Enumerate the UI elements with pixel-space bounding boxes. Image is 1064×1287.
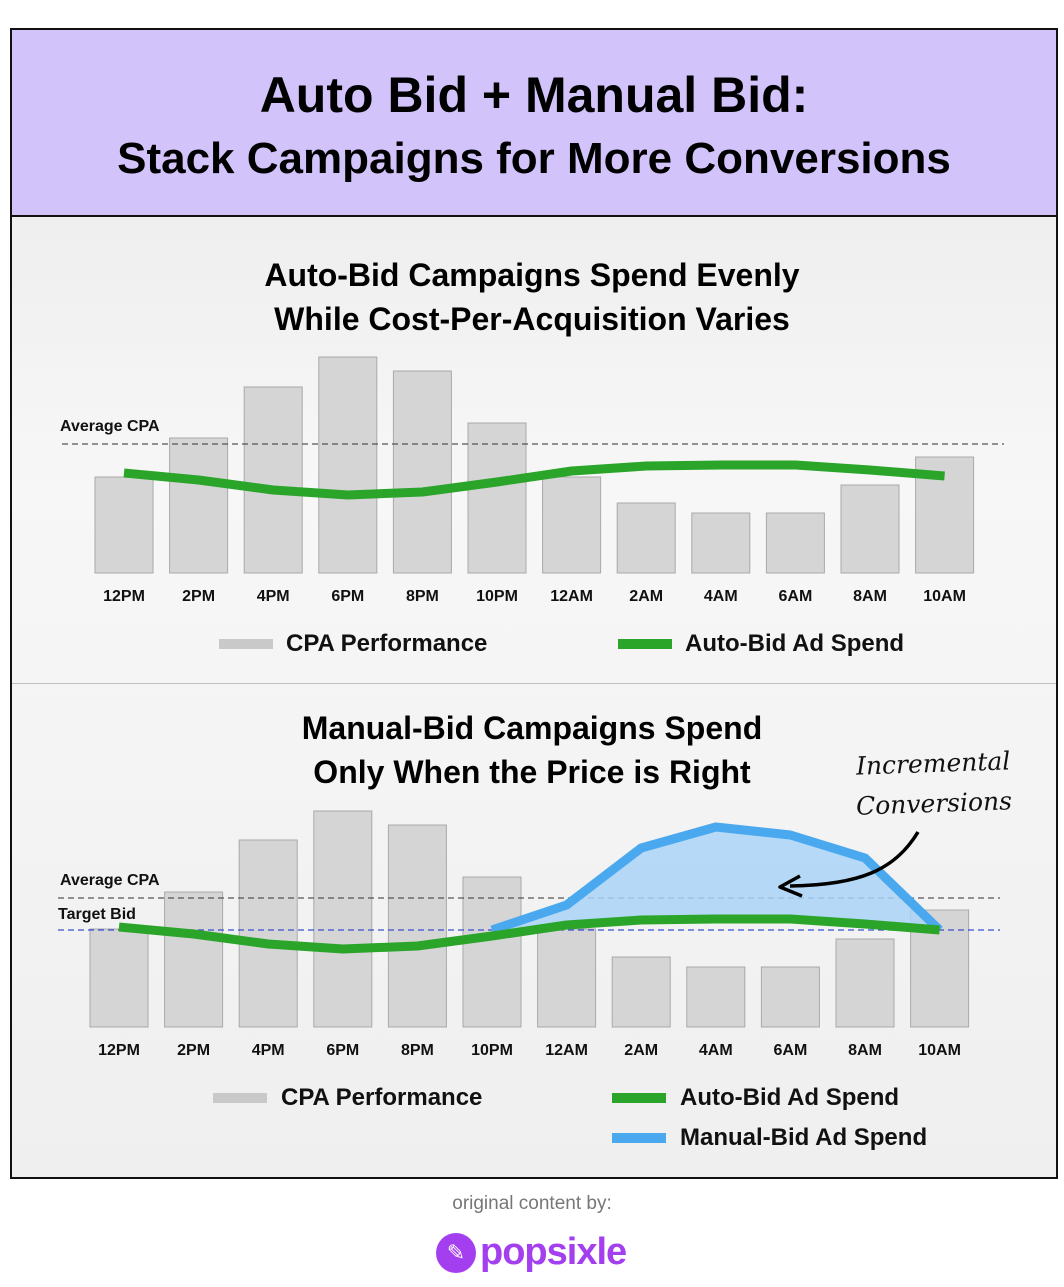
legend2-manual-label: Manual-Bid Ad Spend <box>680 1124 928 1151</box>
bar-12pm <box>89 928 149 1028</box>
x-tick-label: 2AM <box>624 1042 658 1059</box>
legend2-auto-swatch <box>612 1093 666 1103</box>
auto-bid-line <box>123 460 945 500</box>
chart1-title-line1: Auto-Bid Campaigns Spend Evenly <box>264 257 800 293</box>
bar-8pm <box>392 370 452 574</box>
bar-4am <box>691 512 751 574</box>
annotation-arrow <box>789 831 920 888</box>
x-tick-label: 8AM <box>853 588 887 605</box>
bar-6am <box>760 966 820 1028</box>
legend1-cpa-label: CPA Performance <box>286 630 488 657</box>
bar-10pm <box>462 876 522 1028</box>
legend2-manual-swatch <box>612 1133 666 1143</box>
brand-name: popsixle <box>480 1231 627 1273</box>
chart2-title-line1: Manual-Bid Campaigns Spend <box>301 710 763 746</box>
x-tick-label: 2AM <box>629 588 663 605</box>
bar-12am <box>537 928 597 1028</box>
bar-6pm <box>313 810 373 1028</box>
bar-2am <box>611 956 671 1028</box>
bar-12am <box>542 476 602 574</box>
bar-2am <box>616 502 676 574</box>
x-tick-label: 10AM <box>923 588 966 605</box>
legend2-cpa-swatch <box>213 1093 267 1103</box>
annotation-line1: Incremental <box>855 746 1011 781</box>
x-tick-label: 6AM <box>779 588 813 605</box>
panel-divider <box>12 683 1056 684</box>
incremental-area <box>492 827 940 936</box>
bar-8am <box>835 938 895 1028</box>
bar-10pm <box>467 422 527 574</box>
bar-4pm <box>238 839 298 1028</box>
x-tick-label: 8PM <box>406 588 439 605</box>
bar-2pm <box>169 437 229 574</box>
x-tick-label: 6AM <box>774 1042 808 1059</box>
header: Auto Bid + Manual Bid: Stack Campaigns f… <box>12 30 1056 217</box>
x-tick-label: 8PM <box>401 1042 434 1059</box>
bar-12pm <box>94 476 154 574</box>
x-tick-label: 6PM <box>331 588 364 605</box>
header-title: Auto Bid + Manual Bid: <box>259 67 809 123</box>
legend1-auto-swatch <box>618 639 672 649</box>
auto-bid-line <box>118 914 940 954</box>
bar-6pm <box>318 356 378 574</box>
chart1-avg-cpa-label: Average CPA <box>60 418 160 435</box>
chart2-target-bid-label: Target Bid <box>58 906 136 923</box>
bar-6am <box>765 512 825 574</box>
x-tick-label: 12PM <box>103 588 145 605</box>
bar-4am <box>686 966 746 1028</box>
x-tick-label: 2PM <box>182 588 215 605</box>
x-tick-label: 12PM <box>98 1042 140 1059</box>
x-tick-label: 4AM <box>699 1042 733 1059</box>
x-tick-label: 4PM <box>252 1042 285 1059</box>
x-tick-label: 4AM <box>704 588 738 605</box>
chart1-title-line2: While Cost-Per-Acquisition Varies <box>274 301 790 337</box>
credit-text: original content by: <box>452 1193 612 1214</box>
chart2-title-line2: Only When the Price is Right <box>313 754 751 790</box>
popsicle-icon: ✎ <box>436 1232 476 1273</box>
x-tick-label: 8AM <box>848 1042 882 1059</box>
x-tick-label: 6PM <box>326 1042 359 1059</box>
legend2-cpa-label: CPA Performance <box>281 1084 483 1111</box>
bar-8pm <box>387 824 447 1028</box>
legend2-auto-label: Auto-Bid Ad Spend <box>680 1084 900 1111</box>
annotation-arrowhead-icon <box>778 874 803 898</box>
x-tick-label: 12AM <box>550 588 593 605</box>
bar-2pm <box>164 891 224 1028</box>
annotation-line2: Conversions <box>855 786 1013 821</box>
bar-4pm <box>243 386 303 574</box>
manual-bid-line <box>490 822 943 935</box>
x-tick-label: 12AM <box>545 1042 588 1059</box>
bar-8am <box>840 484 900 574</box>
legend1-auto-label: Auto-Bid Ad Spend <box>685 630 905 657</box>
popsixle-logo: ✎ popsixle <box>436 1231 627 1274</box>
x-tick-label: 10AM <box>918 1042 961 1059</box>
chart2-avg-cpa-label: Average CPA <box>60 872 160 889</box>
legend1-cpa-swatch <box>219 639 273 649</box>
x-tick-label: 10PM <box>476 588 518 605</box>
x-tick-label: 4PM <box>257 588 290 605</box>
header-subtitle: Stack Campaigns for More Conversions <box>117 134 951 183</box>
x-tick-label: 10PM <box>471 1042 513 1059</box>
x-tick-label: 2PM <box>177 1042 210 1059</box>
